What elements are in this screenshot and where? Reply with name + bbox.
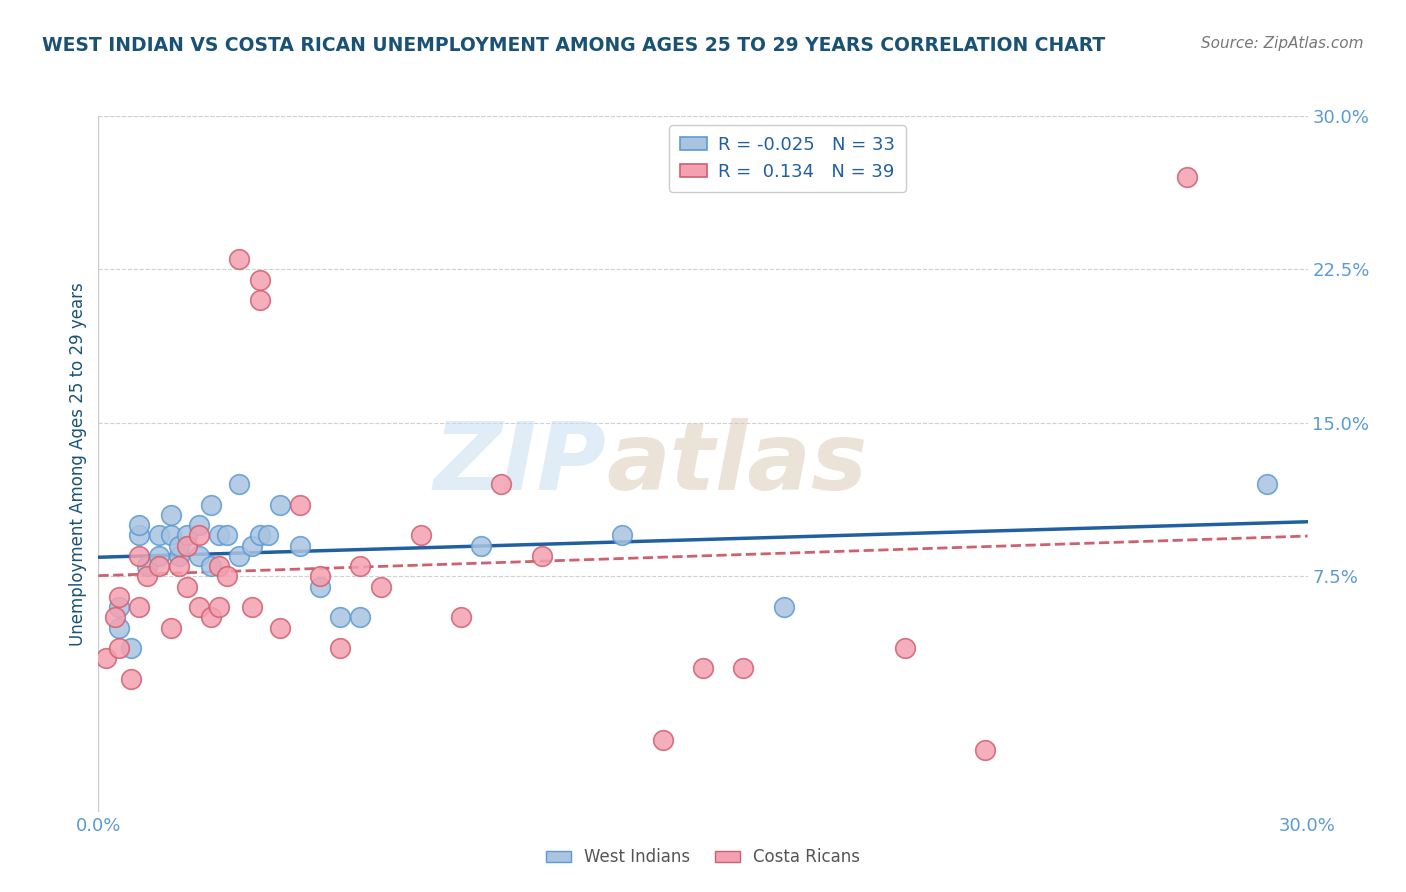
Point <box>349 610 371 624</box>
Point <box>128 528 150 542</box>
Point <box>107 590 129 604</box>
Point <box>148 559 170 574</box>
Point <box>128 549 150 563</box>
Point <box>651 733 673 747</box>
Point <box>128 600 150 615</box>
Point <box>160 528 183 542</box>
Point <box>167 549 190 563</box>
Point <box>240 539 263 553</box>
Point <box>1175 170 1198 185</box>
Text: Source: ZipAtlas.com: Source: ZipAtlas.com <box>1201 36 1364 51</box>
Point <box>167 539 190 553</box>
Point <box>160 621 183 635</box>
Point <box>120 640 142 655</box>
Legend: West Indians, Costa Ricans: West Indians, Costa Ricans <box>538 842 868 873</box>
Point <box>470 539 492 553</box>
Point <box>148 528 170 542</box>
Point <box>530 549 553 563</box>
Point <box>309 569 332 583</box>
Point <box>208 528 231 542</box>
Point <box>228 252 250 267</box>
Point <box>208 559 231 574</box>
Point <box>249 273 271 287</box>
Point <box>217 528 239 542</box>
Point <box>176 580 198 594</box>
Point <box>612 528 634 542</box>
Point <box>450 610 472 624</box>
Point <box>974 743 997 757</box>
Point <box>188 549 211 563</box>
Point <box>893 640 915 655</box>
Point <box>217 569 239 583</box>
Point <box>733 661 755 675</box>
Point <box>188 528 211 542</box>
Point <box>249 528 271 542</box>
Point <box>269 621 291 635</box>
Point <box>256 528 278 542</box>
Point <box>329 640 352 655</box>
Point <box>176 539 198 553</box>
Point <box>228 477 250 491</box>
Point <box>128 518 150 533</box>
Point <box>772 600 794 615</box>
Y-axis label: Unemployment Among Ages 25 to 29 years: Unemployment Among Ages 25 to 29 years <box>69 282 87 646</box>
Point <box>329 610 352 624</box>
Point <box>349 559 371 574</box>
Point <box>148 549 170 563</box>
Point <box>135 559 157 574</box>
Point <box>692 661 714 675</box>
Point <box>200 610 222 624</box>
Point <box>491 477 513 491</box>
Point <box>288 498 311 512</box>
Point <box>107 621 129 635</box>
Point <box>135 569 157 583</box>
Point <box>103 610 125 624</box>
Point <box>176 528 198 542</box>
Point <box>409 528 432 542</box>
Point <box>167 559 190 574</box>
Point <box>200 559 222 574</box>
Point <box>370 580 392 594</box>
Point <box>288 539 311 553</box>
Point <box>160 508 183 522</box>
Point <box>249 293 271 307</box>
Point <box>269 498 291 512</box>
Text: ZIP: ZIP <box>433 417 606 510</box>
Point <box>208 600 231 615</box>
Text: atlas: atlas <box>606 417 868 510</box>
Point <box>107 640 129 655</box>
Point <box>1256 477 1278 491</box>
Point <box>188 518 211 533</box>
Point <box>309 580 332 594</box>
Point <box>240 600 263 615</box>
Point <box>120 672 142 686</box>
Point <box>200 498 222 512</box>
Text: WEST INDIAN VS COSTA RICAN UNEMPLOYMENT AMONG AGES 25 TO 29 YEARS CORRELATION CH: WEST INDIAN VS COSTA RICAN UNEMPLOYMENT … <box>42 36 1105 54</box>
Point <box>228 549 250 563</box>
Point <box>96 651 118 665</box>
Point <box>107 600 129 615</box>
Point <box>188 600 211 615</box>
